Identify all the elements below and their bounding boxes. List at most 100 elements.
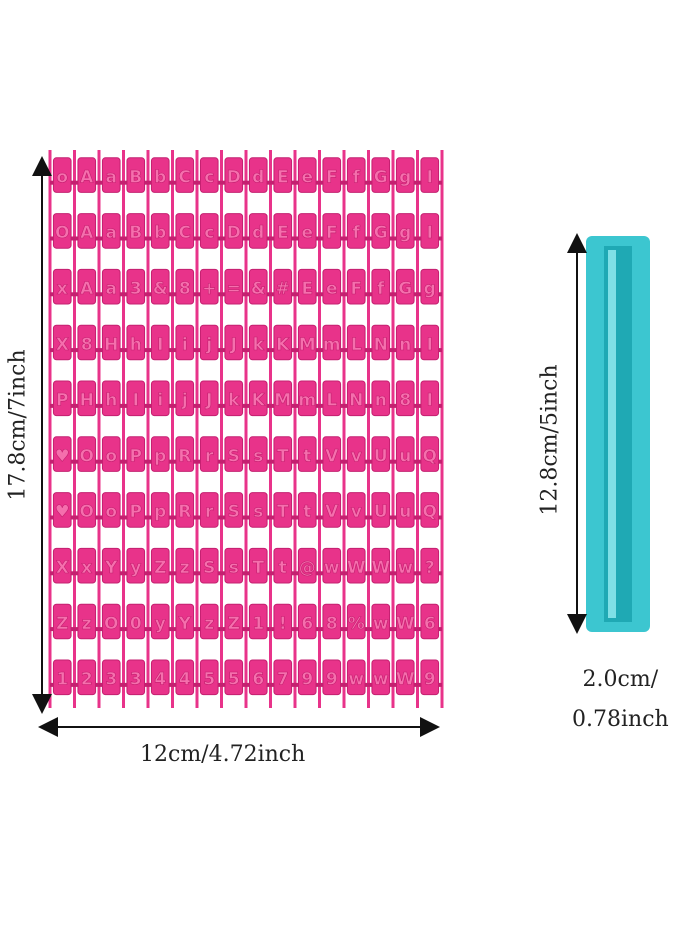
stamp-tab xyxy=(52,436,72,472)
stamp-tab xyxy=(150,603,170,640)
stamp-tab xyxy=(150,436,170,472)
stamp-character: j xyxy=(205,335,212,355)
stamp-character: Z xyxy=(228,614,240,634)
stamp-character: N xyxy=(349,391,363,411)
stamp-character: G xyxy=(374,167,388,187)
sprue-row-bar xyxy=(50,348,442,353)
stamp-character: F xyxy=(350,279,362,299)
stamp-tab xyxy=(371,157,391,193)
stamp-tab xyxy=(126,324,146,361)
stamp-tab xyxy=(297,492,317,528)
stamp-character: s xyxy=(229,558,239,578)
stamp-character: v xyxy=(351,446,362,466)
stamp-tab xyxy=(273,157,293,193)
stamp-tab xyxy=(371,268,391,305)
stamp-tab xyxy=(395,436,415,472)
stamp-character: w xyxy=(348,670,364,690)
stamp-tab xyxy=(322,603,342,640)
sprue-bar xyxy=(416,150,419,708)
stamp-tab xyxy=(175,547,195,584)
stamp-tab xyxy=(101,603,121,640)
stamp-character: i xyxy=(157,391,163,411)
stamp-tab xyxy=(101,492,121,528)
stamp-tab xyxy=(126,213,146,249)
stamp-character: r xyxy=(205,502,214,522)
stamp-character: u xyxy=(399,502,411,522)
stamp-tab xyxy=(420,547,440,584)
stamp-character: g xyxy=(399,223,411,243)
stamp-character: a xyxy=(106,279,117,299)
stamp-character: ! xyxy=(279,614,287,634)
stamp-character: Q xyxy=(423,502,437,522)
stamp-character: k xyxy=(253,335,265,355)
stamp-tab xyxy=(224,603,244,640)
stamp-tab xyxy=(175,492,195,528)
stamp-character: + xyxy=(202,279,216,299)
stamp-character: L xyxy=(326,391,337,411)
stamp-character: P xyxy=(56,391,68,411)
sprue-bar xyxy=(244,150,248,708)
sprue-bar xyxy=(220,150,223,708)
stamp-tab xyxy=(297,547,317,584)
stamp-tab xyxy=(371,547,391,584)
stamp-tab xyxy=(224,659,244,696)
stamp-tab xyxy=(101,380,121,417)
stamp-character: 7 xyxy=(277,670,289,690)
stamp-tab xyxy=(273,324,293,361)
stamp-tab xyxy=(248,268,268,305)
stamp-tab xyxy=(150,157,170,193)
stamp-tab xyxy=(199,659,219,696)
stamp-character: I xyxy=(427,223,433,243)
stamp-tab xyxy=(371,380,391,417)
sprue-bar xyxy=(73,150,76,708)
stamp-tab xyxy=(77,436,97,472)
stamp-character: 1 xyxy=(252,614,264,634)
stamp-character: x xyxy=(57,279,68,299)
stamp-character: W xyxy=(347,558,366,578)
stamp-character: z xyxy=(82,614,92,634)
stamp-tab xyxy=(101,659,121,696)
stamp-tab xyxy=(297,380,317,417)
stamp-character: w xyxy=(373,614,389,634)
stamp-character: A xyxy=(80,279,94,299)
stamp-character: ♥ xyxy=(55,502,70,522)
stamp-character: E xyxy=(277,223,289,243)
stamp-tab xyxy=(273,492,293,528)
stamp-tab xyxy=(322,659,342,696)
stamp-tab xyxy=(101,268,121,305)
stamp-tab xyxy=(52,157,72,193)
stamp-tab xyxy=(52,324,72,361)
stamp-character: B xyxy=(129,223,142,243)
stamp-tab xyxy=(52,659,72,696)
stamp-tab xyxy=(150,547,170,584)
stamp-character: v xyxy=(351,502,362,522)
sprue-row-bar xyxy=(50,627,442,632)
stamp-tab xyxy=(199,213,219,249)
stamp-character: a xyxy=(106,223,117,243)
stamp-character: Z xyxy=(56,614,68,634)
stamp-tab xyxy=(273,380,293,417)
stamp-character: S xyxy=(228,446,240,466)
stamp-character: 3 xyxy=(105,670,117,690)
stamp-character: H xyxy=(80,391,94,411)
stamp-character: K xyxy=(276,335,290,355)
stamp-character: T xyxy=(277,446,289,466)
stamp-character: c xyxy=(204,223,214,243)
stamp-character: W xyxy=(396,614,415,634)
stamp-tab xyxy=(297,268,317,305)
stamp-tab xyxy=(395,603,415,640)
sprue-bar xyxy=(367,150,370,708)
stamp-tab xyxy=(371,324,391,361)
stamp-character: 3 xyxy=(130,279,142,299)
stamp-tab xyxy=(52,213,72,249)
stamp-tab xyxy=(248,157,268,193)
stamp-character: P xyxy=(130,446,142,466)
stamp-tab xyxy=(77,380,97,417)
stamp-tab xyxy=(371,603,391,640)
stamp-tab xyxy=(420,603,440,640)
stamp-tab xyxy=(420,492,440,528)
stamp-character: i xyxy=(182,335,188,355)
stamp-character: 5 xyxy=(228,670,240,690)
stamp-character: O xyxy=(104,614,118,634)
stamp-tab xyxy=(297,659,317,696)
